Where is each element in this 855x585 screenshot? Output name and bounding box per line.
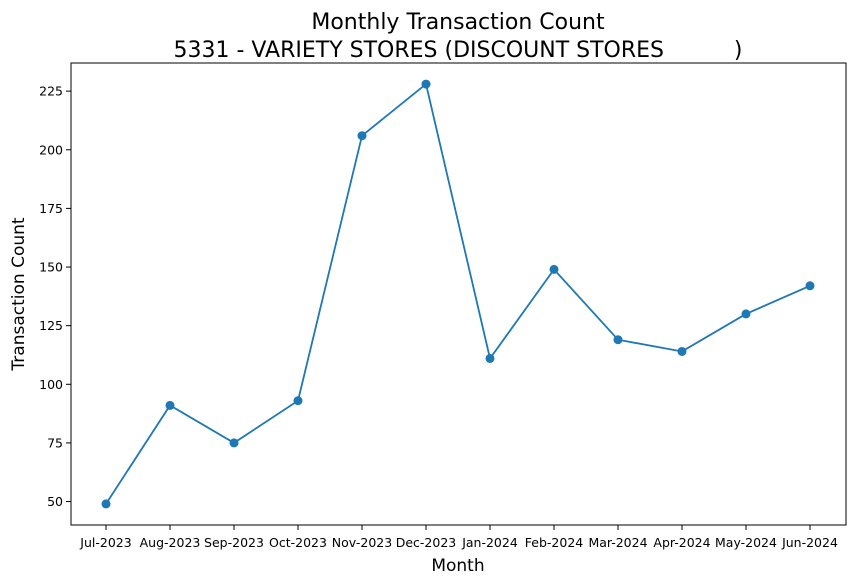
data-point (165, 400, 175, 410)
data-point (677, 346, 687, 356)
x-axis-label: Month (431, 556, 484, 576)
x-tick-label: May-2024 (715, 535, 777, 550)
y-tick-label: 50 (47, 494, 63, 509)
chart-title: Monthly Transaction Count (311, 10, 605, 35)
data-point (485, 353, 495, 363)
x-tick-label: Dec-2023 (396, 535, 457, 550)
data-point (613, 335, 623, 345)
x-tick-label: Mar-2024 (588, 535, 647, 550)
y-axis-label: Transaction Count (9, 217, 29, 371)
data-point (293, 396, 303, 406)
y-tick-label: 200 (39, 142, 63, 157)
x-tick-label: Jul-2023 (79, 535, 131, 550)
x-tick-label: Jun-2024 (781, 535, 838, 550)
x-tick-label: Nov-2023 (332, 535, 392, 550)
y-tick-label: 175 (39, 201, 63, 216)
y-tick-label: 150 (39, 260, 63, 275)
chart-subtitle: 5331 - VARIETY STORES (DISCOUNT STORES ) (173, 38, 742, 63)
y-axis: 50 75 100 125 150 175 200 225 (39, 84, 71, 509)
data-point (357, 131, 367, 141)
x-tick-label: Oct-2023 (269, 535, 327, 550)
data-point (549, 264, 559, 274)
data-point (741, 309, 751, 319)
y-tick-label: 75 (47, 435, 63, 450)
data-points (101, 79, 815, 509)
x-tick-label: Jan-2024 (461, 535, 518, 550)
data-point (805, 281, 815, 291)
y-tick-label: 125 (39, 318, 63, 333)
series-line (105, 82, 811, 505)
data-point (421, 79, 431, 89)
x-tick-label: Apr-2024 (653, 535, 710, 550)
x-tick-label: Sep-2023 (204, 535, 264, 550)
plot-frame (70, 62, 847, 526)
data-point (229, 438, 239, 448)
y-tick-label: 225 (39, 84, 63, 99)
x-tick-label: Aug-2023 (140, 535, 201, 550)
data-point (101, 499, 111, 509)
x-tick-label: Feb-2024 (525, 535, 584, 550)
y-tick-label: 100 (39, 377, 63, 392)
x-axis: Jul-2023 Aug-2023 Sep-2023 Oct-2023 Nov-2023… (79, 525, 838, 550)
